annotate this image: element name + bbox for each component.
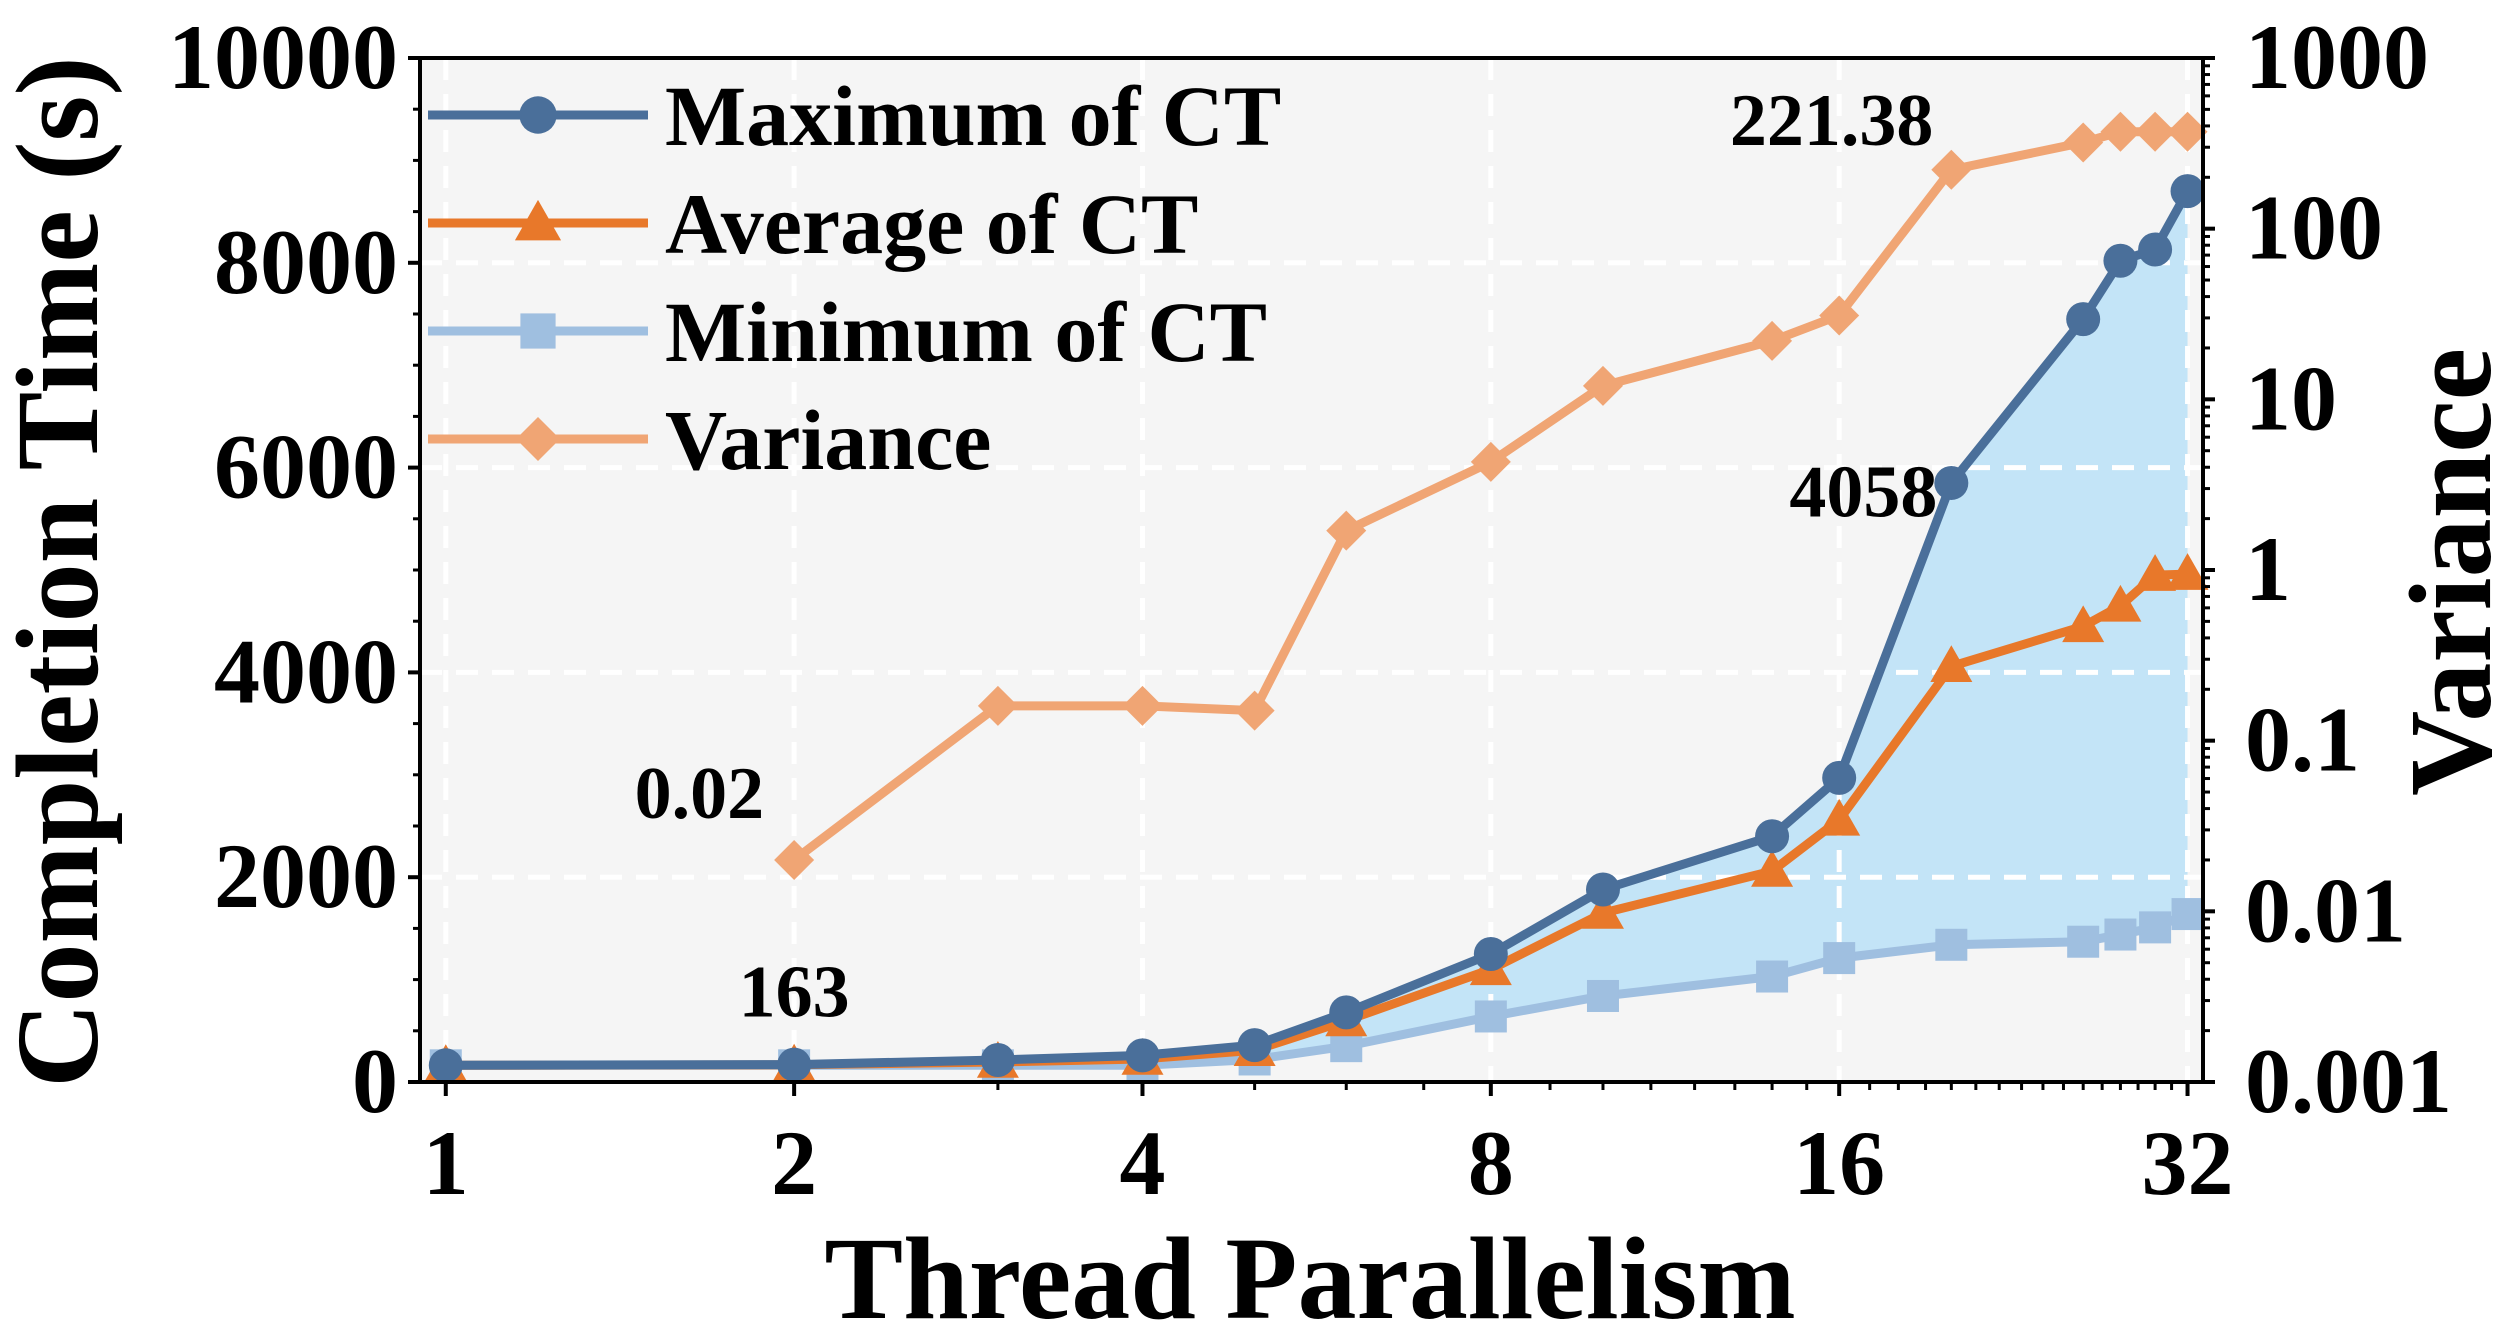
legend: Maximum of CT Average of CT Minimum of CT V… — [428, 68, 1281, 488]
annotation-label: 0.02 — [635, 753, 765, 835]
data-point-variance — [774, 839, 815, 880]
legend-marker — [514, 199, 562, 241]
data-point-maximum-of-ct — [1125, 1038, 1160, 1073]
data-point-average-of-ct — [1818, 798, 1861, 836]
data-point-variance — [1234, 690, 1275, 731]
data-point-maximum-of-ct — [1473, 937, 1508, 971]
data-point-minimum-of-ct — [2139, 911, 2172, 944]
x-tick-label: 8 — [1468, 1112, 1514, 1214]
data-point-maximum-of-ct — [777, 1047, 812, 1082]
x-axis-title: Thread Parallelism — [824, 1213, 1795, 1330]
data-point-maximum-of-ct — [428, 1048, 463, 1083]
legend-item-maximum-of-ct: Maximum of CT — [428, 68, 1281, 164]
y2-axis-title: Variance — [2385, 348, 2508, 796]
data-point-variance — [1819, 295, 1860, 336]
legend-label: Minimum of CT — [665, 284, 1267, 380]
series-maximum-of-ct — [428, 174, 2205, 1083]
data-point-average-of-ct — [2166, 553, 2209, 590]
data-point-maximum-of-ct — [980, 1042, 1015, 1077]
data-point-variance — [2100, 111, 2141, 152]
y2-tick-label: 1 — [2245, 518, 2291, 620]
data-point-average-of-ct — [1581, 892, 1624, 929]
annotation-label: 221.38 — [1730, 80, 1934, 162]
annotation-label: 163 — [739, 952, 850, 1034]
y2-tick-label: 0.001 — [2245, 1030, 2452, 1132]
legend-label: Average of CT — [665, 176, 1198, 272]
data-point-average-of-ct — [2099, 584, 2142, 622]
x-tick-label: 32 — [2142, 1112, 2234, 1214]
data-point-maximum-of-ct — [2103, 243, 2138, 278]
legend-marker — [519, 96, 557, 134]
data-point-maximum-of-ct — [1934, 465, 1969, 500]
series-variance — [774, 111, 2208, 880]
data-point-variance — [1122, 685, 1163, 726]
data-point-maximum-of-ct — [2066, 302, 2101, 337]
y-tick-label: 0 — [352, 1030, 398, 1132]
data-point-minimum-of-ct — [1823, 942, 1856, 975]
data-point-variance — [1931, 149, 1972, 190]
x-tick-label: 4 — [1119, 1112, 1165, 1214]
legend-item-minimum-of-ct: Minimum of CT — [428, 284, 1267, 380]
legend-item-variance: Variance — [428, 392, 991, 488]
data-point-variance — [1752, 320, 1793, 361]
legend-item-average-of-ct: Average of CT — [428, 176, 1198, 272]
data-point-variance — [1582, 365, 1623, 406]
data-point-minimum-of-ct — [1935, 928, 1968, 961]
data-point-minimum-of-ct — [1586, 979, 1619, 1012]
legend-label: Variance — [665, 392, 991, 488]
y-tick-label: 4000 — [214, 620, 398, 722]
data-point-average-of-ct — [2062, 605, 2105, 643]
series-lines — [424, 111, 2209, 1083]
y-tick-label: 2000 — [214, 825, 398, 927]
data-point-maximum-of-ct — [1585, 872, 1620, 907]
x-tick-label: 16 — [1793, 1112, 1885, 1214]
data-point-maximum-of-ct — [1329, 995, 1364, 1030]
y2-tick-label: 0.1 — [2245, 689, 2360, 791]
data-point-variance — [1470, 441, 1511, 482]
data-point-minimum-of-ct — [1474, 1000, 1507, 1033]
x-tick-label: 2 — [771, 1112, 817, 1214]
data-point-variance — [2063, 122, 2104, 163]
y-tick-label: 10000 — [168, 6, 398, 108]
data-point-maximum-of-ct — [1755, 819, 1790, 854]
data-point-minimum-of-ct — [2171, 898, 2204, 931]
data-point-minimum-of-ct — [1756, 960, 1789, 993]
y2-tick-label: 100 — [2245, 177, 2383, 279]
data-point-variance — [977, 685, 1018, 726]
data-point-maximum-of-ct — [2138, 232, 2173, 267]
annotations: 0.02 163 4058 221.38 — [635, 80, 1938, 1034]
y2-tick-label: 0.01 — [2245, 859, 2406, 961]
data-point-average-of-ct — [2134, 554, 2177, 591]
data-point-average-of-ct — [1930, 645, 1973, 683]
y-tick-label: 6000 — [214, 416, 398, 518]
data-point-maximum-of-ct — [1237, 1028, 1272, 1063]
legend-label: Maximum of CT — [665, 68, 1281, 164]
data-point-maximum-of-ct — [1822, 760, 1857, 795]
data-point-minimum-of-ct — [2067, 925, 2100, 958]
data-point-maximum-of-ct — [2170, 174, 2205, 209]
data-point-variance — [1326, 510, 1367, 551]
axes: 0 2000 4000 6000 8000 10000 0.001 0.01 0.1 1 10 100… — [168, 6, 2452, 1214]
y-axis-title: Completion Time (s) — [0, 56, 123, 1087]
legend-marker — [520, 313, 556, 349]
x-tick-label: 1 — [423, 1112, 469, 1214]
y-tick-label: 8000 — [214, 211, 398, 313]
y2-tick-label: 1000 — [2245, 6, 2429, 108]
data-point-average-of-ct — [1751, 850, 1794, 887]
data-point-variance — [2135, 111, 2176, 152]
annotation-label: 4058 — [1789, 451, 1937, 533]
data-point-minimum-of-ct — [2104, 918, 2137, 951]
data-point-variance — [2167, 111, 2208, 152]
y2-tick-label: 10 — [2245, 347, 2337, 449]
legend-marker — [516, 417, 560, 461]
